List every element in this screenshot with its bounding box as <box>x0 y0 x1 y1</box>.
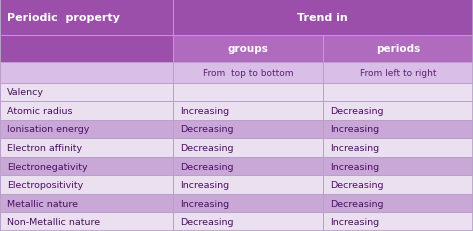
Text: Decreasing: Decreasing <box>180 125 233 134</box>
Bar <box>0 83 173 102</box>
Text: Metallic nature: Metallic nature <box>7 199 78 208</box>
Text: Non-Metallic nature: Non-Metallic nature <box>7 217 100 226</box>
Text: Increasing: Increasing <box>330 143 379 152</box>
Text: Increasing: Increasing <box>330 125 379 134</box>
Text: Electropositivity: Electropositivity <box>7 180 83 189</box>
Bar <box>173 157 323 176</box>
Text: Decreasing: Decreasing <box>330 180 384 189</box>
Bar <box>173 176 323 194</box>
Bar <box>0 36 173 62</box>
Text: Increasing: Increasing <box>330 162 379 171</box>
Bar <box>0 157 173 176</box>
Text: Electronegativity: Electronegativity <box>7 162 88 171</box>
Text: Periodic  property: Periodic property <box>7 13 120 23</box>
Bar <box>0 213 173 231</box>
Bar <box>173 102 323 120</box>
Text: Trend in: Trend in <box>298 13 348 23</box>
Bar <box>323 213 473 231</box>
Bar <box>0 194 173 213</box>
Bar <box>323 83 473 102</box>
Text: periods: periods <box>376 44 420 54</box>
Bar <box>173 213 323 231</box>
Text: From  top to bottom: From top to bottom <box>202 68 293 77</box>
Text: groups: groups <box>228 44 268 54</box>
Text: Increasing: Increasing <box>180 106 229 115</box>
Text: Decreasing: Decreasing <box>180 162 233 171</box>
Bar <box>0 139 173 157</box>
Text: Valency: Valency <box>7 88 44 97</box>
Text: Decreasing: Decreasing <box>180 217 233 226</box>
Bar <box>0 102 173 120</box>
Bar <box>323 194 473 213</box>
Text: Increasing: Increasing <box>180 180 229 189</box>
Bar <box>323 176 473 194</box>
Bar <box>173 120 323 139</box>
Bar <box>0 62 173 83</box>
Text: Decreasing: Decreasing <box>330 106 384 115</box>
Text: Increasing: Increasing <box>180 199 229 208</box>
Text: Electron affinity: Electron affinity <box>7 143 82 152</box>
Text: Atomic radius: Atomic radius <box>7 106 72 115</box>
Bar <box>173 0 473 36</box>
Text: From left to right: From left to right <box>360 68 436 77</box>
Bar <box>173 139 323 157</box>
Bar <box>173 36 323 62</box>
Bar <box>323 62 473 83</box>
Bar <box>173 83 323 102</box>
Text: Increasing: Increasing <box>330 217 379 226</box>
Bar <box>0 120 173 139</box>
Bar <box>173 62 323 83</box>
Bar <box>173 194 323 213</box>
Text: Decreasing: Decreasing <box>180 143 233 152</box>
Bar <box>323 102 473 120</box>
Text: Ionisation energy: Ionisation energy <box>7 125 89 134</box>
Bar <box>323 157 473 176</box>
Bar <box>323 120 473 139</box>
Text: Decreasing: Decreasing <box>330 199 384 208</box>
Bar <box>0 176 173 194</box>
Bar <box>323 139 473 157</box>
Bar <box>323 36 473 62</box>
Bar <box>0 0 173 36</box>
